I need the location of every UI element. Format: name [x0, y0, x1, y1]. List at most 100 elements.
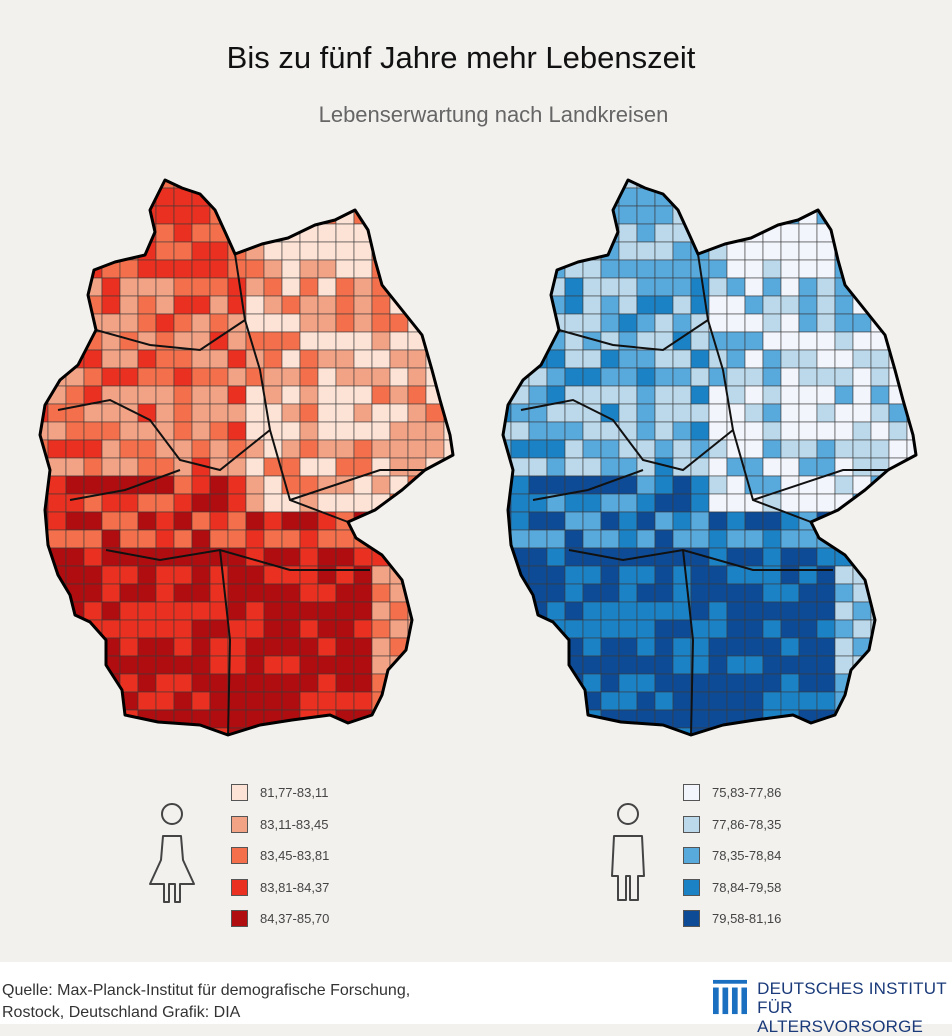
district-cell	[503, 547, 512, 567]
district-cell	[353, 691, 373, 711]
legend-item: 79,58-81,16	[683, 903, 781, 935]
district-cell	[407, 349, 427, 369]
district-cell	[191, 385, 211, 405]
state-border	[697, 253, 812, 523]
district-cell	[690, 403, 710, 423]
district-cell	[546, 241, 566, 261]
district-cell	[425, 655, 445, 675]
district-cell	[83, 691, 103, 711]
district-cell	[781, 746, 799, 750]
district-cell	[564, 529, 584, 549]
district-cell	[780, 259, 800, 279]
district-cell	[726, 493, 746, 513]
district-cell	[564, 277, 584, 297]
district-cell	[780, 439, 800, 459]
district-cell	[335, 331, 355, 351]
district-cell	[227, 205, 247, 225]
district-cell	[834, 403, 854, 423]
district-cell	[816, 421, 836, 441]
district-cell	[564, 583, 584, 603]
district-cell	[119, 367, 139, 387]
district-cell	[817, 746, 835, 750]
district-cell	[708, 187, 728, 207]
district-cell	[389, 205, 409, 225]
district-cell	[317, 331, 337, 351]
district-cell	[155, 313, 175, 333]
district-cell	[227, 583, 247, 603]
district-cell	[582, 565, 602, 585]
district-cell	[582, 421, 602, 441]
district-cell	[281, 367, 301, 387]
district-cell	[600, 295, 620, 315]
district-cell	[834, 529, 854, 549]
state-border	[234, 253, 349, 523]
district-cell	[654, 439, 674, 459]
district-cell	[870, 421, 890, 441]
district-cell	[834, 475, 854, 495]
district-cell	[762, 637, 782, 657]
footer: Quelle: Max-Planck-Institut für demograf…	[0, 962, 952, 1036]
legend-male: 75,83-77,86 77,86-78,35 78,35-78,84 78,8…	[683, 777, 781, 935]
district-cell	[191, 403, 211, 423]
district-cell	[209, 180, 229, 189]
district-cell	[780, 421, 800, 441]
district-cell	[191, 673, 211, 693]
district-cell	[65, 727, 85, 735]
district-cell	[264, 746, 282, 750]
district-cell	[83, 727, 103, 735]
district-cell	[191, 601, 211, 621]
district-cell	[816, 295, 836, 315]
district-cell	[834, 619, 854, 639]
district-cell	[744, 673, 764, 693]
district-cell	[852, 511, 872, 531]
district-cell	[546, 709, 566, 729]
district-cell	[906, 601, 916, 621]
district-cell	[40, 655, 49, 675]
district-cell	[582, 223, 602, 243]
district-cell	[371, 187, 391, 207]
district-cell	[636, 511, 656, 531]
district-cell	[672, 619, 692, 639]
district-cell	[407, 180, 427, 189]
district-cell	[263, 727, 283, 735]
district-cell	[618, 511, 638, 531]
district-cell	[564, 457, 584, 477]
district-cell	[443, 277, 453, 297]
legend-label: 83,11-83,45	[260, 816, 329, 832]
district-cell	[708, 385, 728, 405]
district-cell	[245, 673, 265, 693]
district-cell	[690, 475, 710, 495]
district-cell	[762, 547, 782, 567]
district-cell	[227, 331, 247, 351]
district-cell	[528, 367, 548, 387]
district-cell	[510, 313, 530, 333]
district-cell	[317, 439, 337, 459]
district-cell	[83, 187, 103, 207]
district-cell	[299, 180, 319, 189]
district-cell	[871, 746, 889, 750]
district-cell	[546, 655, 566, 675]
district-cell	[654, 385, 674, 405]
district-cell	[780, 313, 800, 333]
district-cell	[40, 457, 49, 477]
district-cell	[65, 331, 85, 351]
district-cell	[798, 367, 818, 387]
district-cell	[744, 313, 764, 333]
district-cell	[798, 331, 818, 351]
district-cell	[780, 709, 800, 729]
district-cell	[335, 313, 355, 333]
district-cell	[546, 439, 566, 459]
district-cell	[619, 746, 637, 750]
district-cell	[443, 349, 453, 369]
district-cell	[335, 583, 355, 603]
district-cell	[601, 746, 619, 750]
district-cell	[906, 529, 916, 549]
district-cell	[173, 727, 193, 735]
district-cell	[834, 205, 854, 225]
district-cell	[672, 313, 692, 333]
district-cell	[389, 349, 409, 369]
district-cell	[353, 331, 373, 351]
district-cell	[600, 691, 620, 711]
district-cell	[119, 223, 139, 243]
district-cell	[119, 709, 139, 729]
